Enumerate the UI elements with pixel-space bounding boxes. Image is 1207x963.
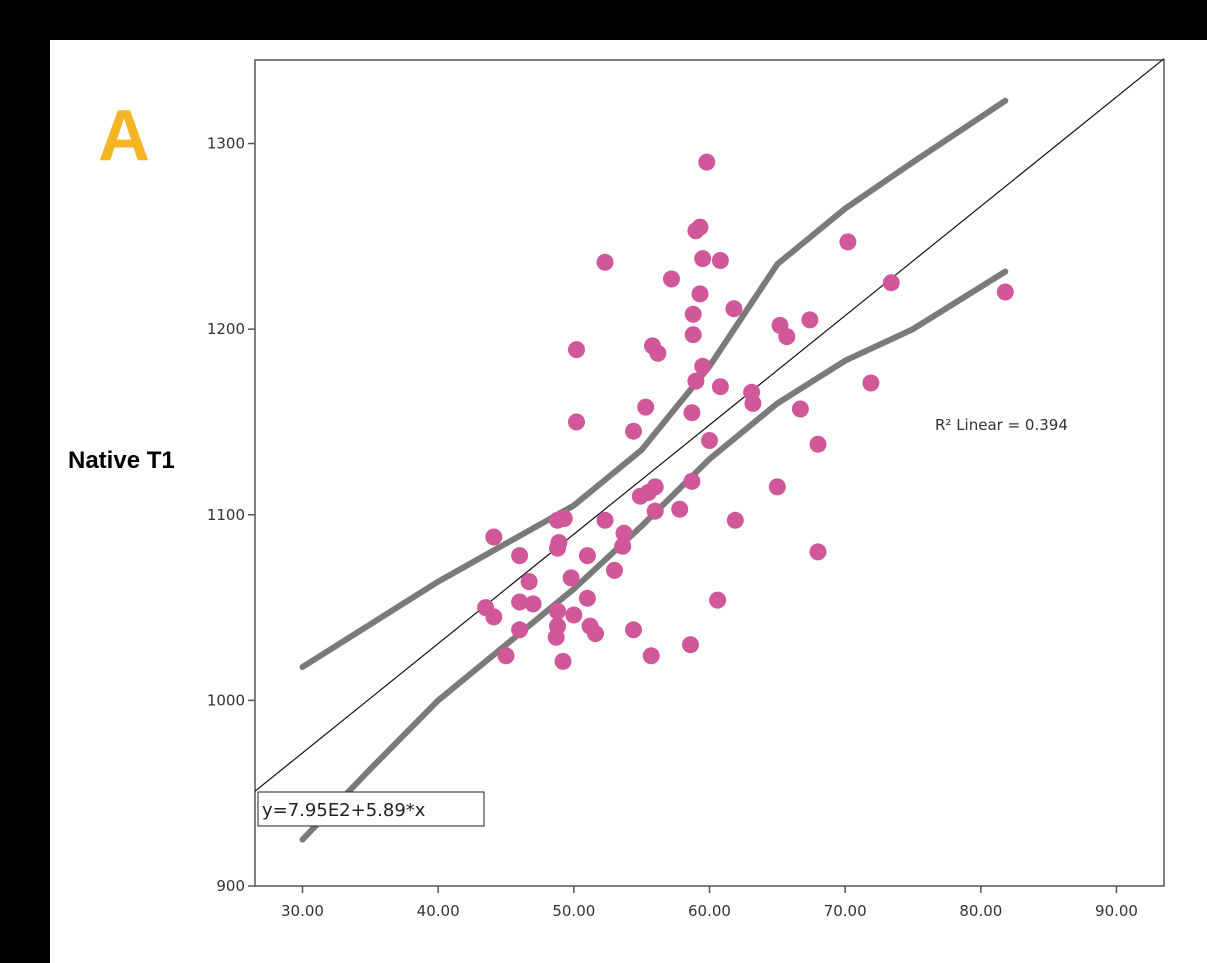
data-point — [768, 478, 786, 496]
data-point — [684, 305, 702, 323]
data-point — [596, 511, 614, 529]
x-tick-label: 70.00 — [824, 902, 867, 920]
y-tick-label: 1100 — [207, 506, 245, 524]
x-tick-label: 50.00 — [552, 902, 595, 920]
data-point — [683, 404, 701, 422]
data-point — [637, 398, 655, 416]
data-point — [565, 606, 583, 624]
data-point — [725, 300, 743, 318]
data-point — [839, 233, 857, 251]
data-point — [744, 394, 762, 412]
data-point — [587, 625, 604, 643]
data-point — [649, 344, 667, 362]
y-tick-label: 1200 — [207, 320, 245, 338]
data-point — [485, 608, 503, 626]
x-tick-label: 60.00 — [688, 902, 731, 920]
data-point — [711, 252, 729, 269]
equation-box — [257, 791, 485, 827]
x-tick-label: 90.00 — [1095, 902, 1138, 920]
data-point — [778, 328, 796, 346]
data-point — [549, 539, 566, 557]
data-point — [485, 528, 503, 546]
data-point — [882, 274, 900, 292]
data-point — [520, 573, 538, 591]
fit-line — [254, 58, 1165, 792]
panel-label: A — [98, 96, 150, 176]
data-point — [701, 432, 718, 449]
data-point — [646, 502, 664, 520]
chart-panel: A Native T1 900 1000 1100 1200 1300 30.00 40.… — [50, 40, 1207, 963]
data-point — [606, 561, 623, 579]
data-point — [711, 378, 729, 396]
data-point — [642, 647, 660, 665]
data-point — [862, 374, 880, 392]
confidence-band-upper — [299, 97, 1009, 670]
data-point — [996, 283, 1014, 301]
data-point — [578, 547, 596, 565]
x-tick-label: 80.00 — [959, 902, 1002, 920]
data-point — [809, 543, 827, 561]
data-point — [596, 253, 614, 271]
data-point — [524, 595, 542, 613]
x-tick-label: 40.00 — [417, 902, 460, 920]
data-point — [683, 472, 701, 490]
data-point — [631, 487, 649, 505]
data-point — [801, 311, 819, 329]
data-point — [554, 652, 572, 670]
data-point — [568, 413, 585, 431]
data-point — [687, 372, 705, 390]
data-point — [615, 524, 633, 542]
data-point — [562, 569, 580, 587]
y-tick-label: 1300 — [207, 135, 245, 153]
data-point — [671, 500, 689, 518]
data-point — [809, 435, 827, 453]
x-ticks: 30.00 40.00 50.00 60.00 70.00 80.00 90.00 — [281, 886, 1138, 920]
data-points — [477, 153, 1014, 670]
data-point — [691, 285, 709, 303]
data-point — [663, 270, 680, 288]
y-tick-label: 900 — [216, 877, 245, 895]
data-point — [497, 647, 515, 665]
plot-frame — [254, 59, 1165, 887]
data-point — [625, 621, 642, 639]
data-point — [578, 589, 596, 607]
data-point — [726, 511, 744, 529]
data-point — [682, 636, 699, 654]
data-point — [684, 326, 702, 344]
data-point — [614, 537, 632, 555]
data-point — [511, 593, 529, 611]
data-point — [549, 602, 566, 620]
y-tick-label: 1000 — [207, 691, 245, 709]
data-point — [694, 250, 712, 268]
x-tick-label: 30.00 — [281, 902, 324, 920]
r-squared-label: R² Linear = 0.394 — [935, 416, 1068, 434]
data-point — [698, 153, 716, 171]
data-point — [549, 511, 566, 529]
scatter-plot: A Native T1 900 1000 1100 1200 1300 30.00 40.… — [68, 58, 1165, 920]
confidence-band-lower — [299, 268, 1009, 843]
data-point — [694, 357, 712, 375]
data-point — [791, 400, 809, 418]
y-axis-label: Native T1 — [68, 447, 175, 474]
data-point — [511, 621, 529, 639]
data-point — [687, 222, 705, 240]
data-point — [547, 628, 565, 646]
data-point — [625, 422, 642, 440]
equation-label: y=7.95E2+5.89*x — [262, 800, 426, 821]
data-point — [511, 547, 529, 565]
y-ticks: 900 1000 1100 1200 1300 — [207, 135, 255, 895]
data-point — [568, 341, 585, 359]
data-point — [709, 591, 727, 609]
